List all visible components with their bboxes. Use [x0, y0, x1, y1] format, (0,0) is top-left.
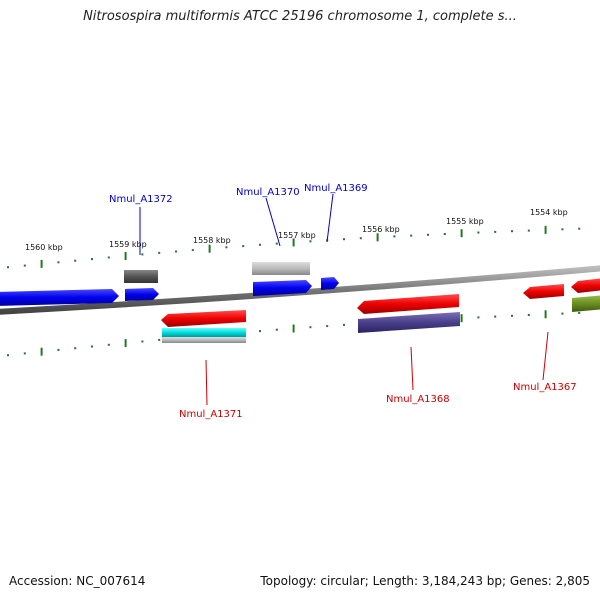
forward-gene-arrow[interactable] [253, 280, 312, 296]
feature-block-slate[interactable] [358, 312, 460, 333]
forward-gene-arrow[interactable] [125, 288, 159, 301]
scale-label-1556: 1556 kbp [362, 225, 400, 234]
accession-label: Accession: NC_007614 [9, 574, 146, 588]
gene-label-nmul-a1368[interactable]: Nmul_A1368 [386, 394, 450, 405]
label-leader-line [410, 346, 414, 391]
scale-ticks-bottom [7, 310, 581, 357]
gene-label-nmul-a1367[interactable]: Nmul_A1367 [513, 382, 577, 393]
scale-label-1555: 1555 kbp [446, 217, 484, 226]
map-title: Nitrosospira multiformis ATCC 25196 chro… [83, 9, 517, 24]
feature-block-gray[interactable] [162, 337, 246, 343]
feature-block-cyan[interactable] [162, 328, 246, 337]
label-leader-line [542, 331, 549, 381]
forward-gene-arrow[interactable] [321, 277, 339, 290]
label-leader-line [205, 359, 208, 406]
reverse-gene-arrow[interactable] [161, 310, 246, 327]
scale-label-1560: 1560 kbp [25, 243, 63, 252]
label-leader-line [265, 197, 281, 247]
scale-label-1558: 1558 kbp [193, 236, 231, 245]
gene-label-nmul-a1372[interactable]: Nmul_A1372 [109, 194, 173, 205]
feature-block-dark-gray[interactable] [124, 270, 158, 283]
gene-label-nmul-a1369[interactable]: Nmul_A1369 [304, 183, 368, 194]
forward-gene-arrow[interactable] [0, 289, 119, 306]
scale-label-1559: 1559 kbp [109, 240, 147, 249]
scale-label-1557: 1557 kbp [278, 231, 316, 240]
scale-label-1554: 1554 kbp [530, 208, 568, 217]
reverse-gene-arrow[interactable] [523, 284, 564, 299]
scale-ticks-top [7, 225, 581, 269]
reverse-gene-arrow[interactable] [571, 278, 600, 293]
label-leader-line [326, 193, 334, 243]
genome-summary: Topology: circular; Length: 3,184,243 bp… [260, 574, 590, 588]
gene-label-nmul-a1371[interactable]: Nmul_A1371 [179, 409, 243, 420]
reverse-gene-arrow[interactable] [357, 294, 459, 314]
feature-block-olive[interactable] [572, 295, 600, 312]
gene-label-nmul-a1370[interactable]: Nmul_A1370 [236, 187, 300, 198]
feature-block-gray[interactable] [252, 262, 310, 275]
